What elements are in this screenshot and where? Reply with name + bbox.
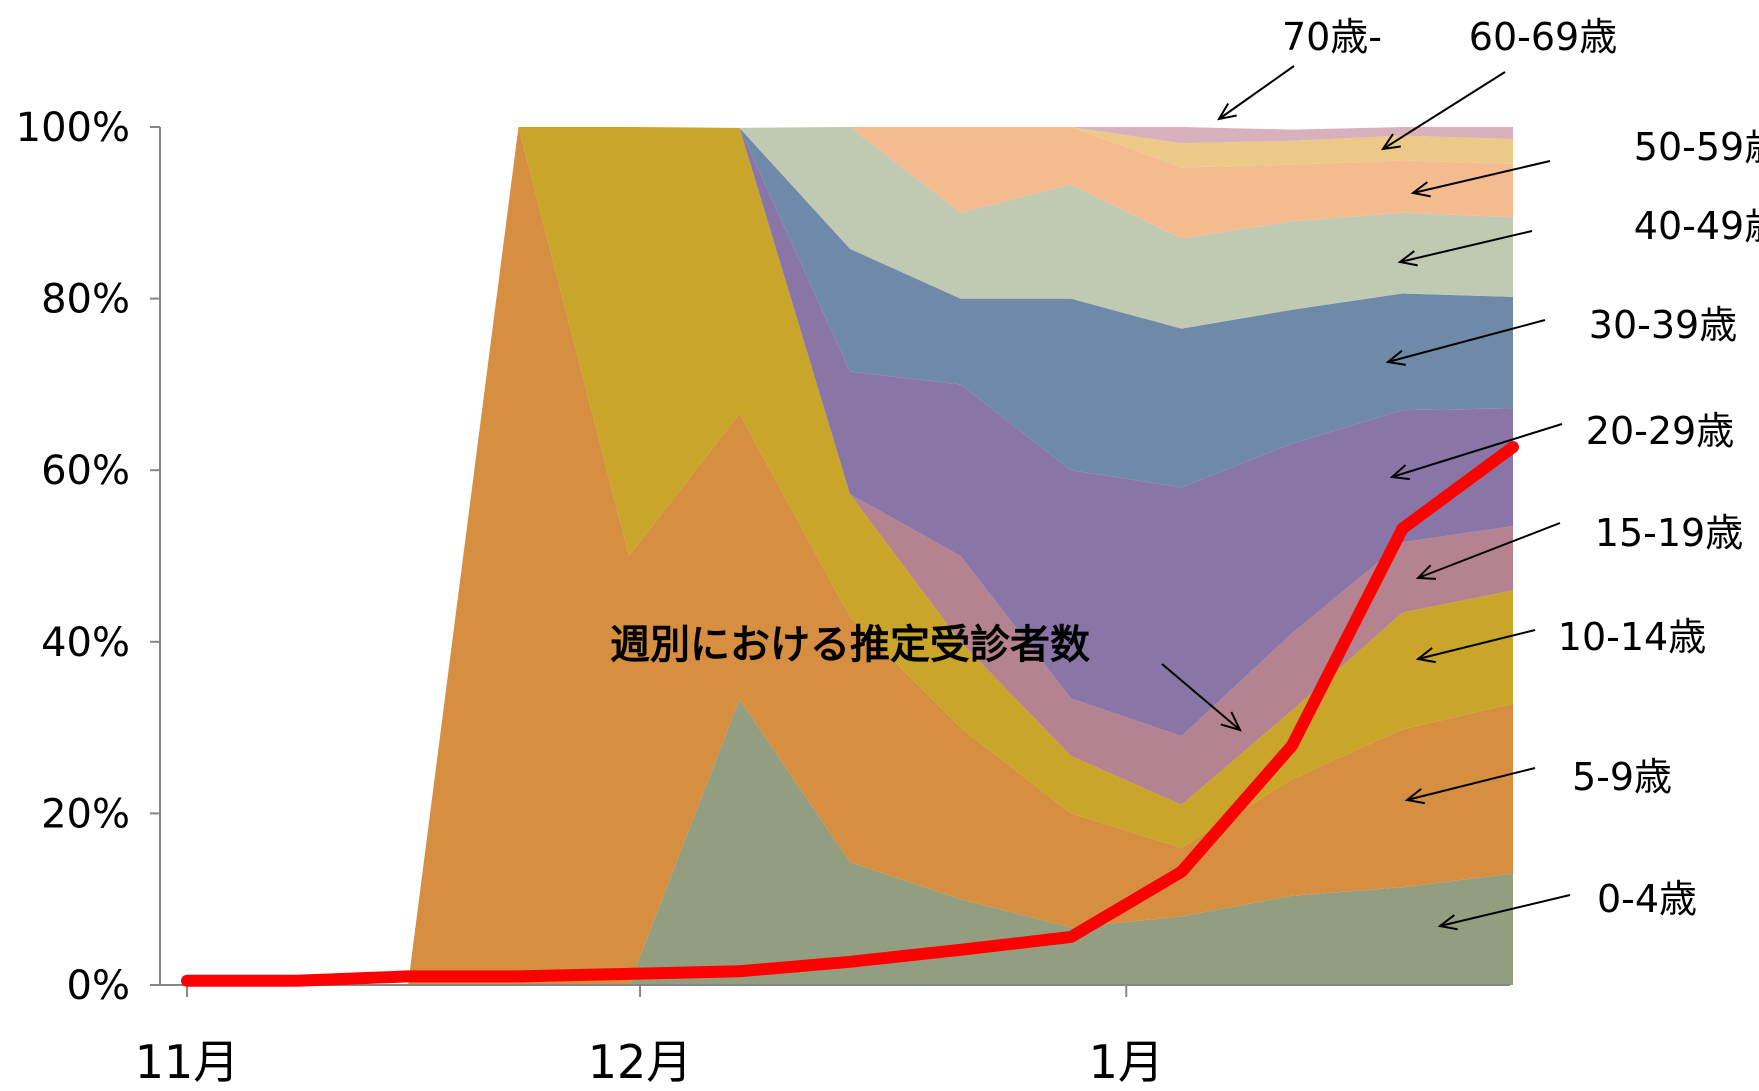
band-label-6: 40-49歳 (1634, 204, 1759, 248)
band-label-arrow (1417, 629, 1536, 660)
y-tick-label: 60% (41, 448, 130, 494)
band-label-0: 0-4歳 (1597, 877, 1697, 921)
band-label-arrowhead (1397, 250, 1418, 267)
area-series-7 (187, 127, 1513, 985)
band-label-arrow (1399, 230, 1533, 263)
band-label-3: 15-19歳 (1595, 511, 1743, 555)
area-series-0 (187, 699, 1513, 985)
area-series-5 (187, 127, 1513, 985)
x-tick-label: 11月 (135, 1035, 240, 1089)
area-series-1 (187, 127, 1513, 985)
x-ticks: 11月 12月 1月 (135, 985, 1164, 1089)
band-label-1: 5-9歳 (1572, 755, 1672, 799)
estimated-patients-arrowhead (1220, 711, 1242, 732)
band-label-arrow (1412, 160, 1551, 194)
area-series-2 (187, 127, 1513, 985)
band-label-arrowhead (1385, 349, 1406, 366)
y-tick-label: 80% (41, 277, 130, 323)
axes (159, 127, 1510, 986)
band-label-arrowhead (1389, 464, 1410, 481)
band-label-arrowhead (1216, 103, 1237, 121)
y-ticks: 0% 20% 40% 60% 80% 100% (16, 105, 160, 1009)
band-label-arrow (1439, 894, 1571, 927)
band-label-arrowhead (1410, 181, 1431, 198)
y-tick-label: 0% (67, 963, 130, 1009)
estimated-patients-callout: 週別における推定受診者数 (610, 622, 1090, 668)
band-label-9: 70歳- (1282, 15, 1382, 59)
band-label-arrow (1406, 767, 1536, 801)
band-label-arrow (1218, 65, 1295, 120)
area-series-4 (187, 127, 1513, 985)
band-label-arrowhead (1404, 788, 1425, 805)
estimated-patients-arrow (1161, 663, 1241, 731)
band-label-arrow (1387, 319, 1546, 363)
annotations: 週別における推定受診者数 (610, 622, 1242, 732)
band-label-arrow (1382, 71, 1506, 150)
band-label-arrowhead (1415, 564, 1437, 580)
y-tick-label: 40% (41, 620, 130, 666)
area-series-group (187, 127, 1513, 985)
band-label-4: 20-29歳 (1586, 409, 1734, 453)
band-label-arrowhead (1380, 133, 1401, 151)
band-label-7: 50-59歳 (1634, 125, 1759, 169)
band-label-arrow (1391, 423, 1563, 478)
y-tick-label: 20% (41, 791, 130, 837)
area-series-3 (187, 127, 1513, 985)
band-labels: 70歳- 60-69歳 50-59歳 40-49歳 30-39歳 20-29歳 15-19歳… (1216, 15, 1759, 931)
x-tick-label: 12月 (588, 1035, 693, 1089)
band-label-arrowhead (1437, 914, 1458, 931)
band-label-8: 60-69歳 (1469, 15, 1617, 59)
band-label-arrowhead (1415, 647, 1436, 664)
estimated-patients-line (181, 441, 1519, 987)
band-label-5: 30-39歳 (1589, 303, 1737, 347)
band-label-arrow (1417, 522, 1561, 579)
x-tick-label: 1月 (1089, 1035, 1164, 1089)
band-label-2: 10-14歳 (1558, 615, 1706, 659)
y-tick-label: 100% (16, 105, 130, 151)
